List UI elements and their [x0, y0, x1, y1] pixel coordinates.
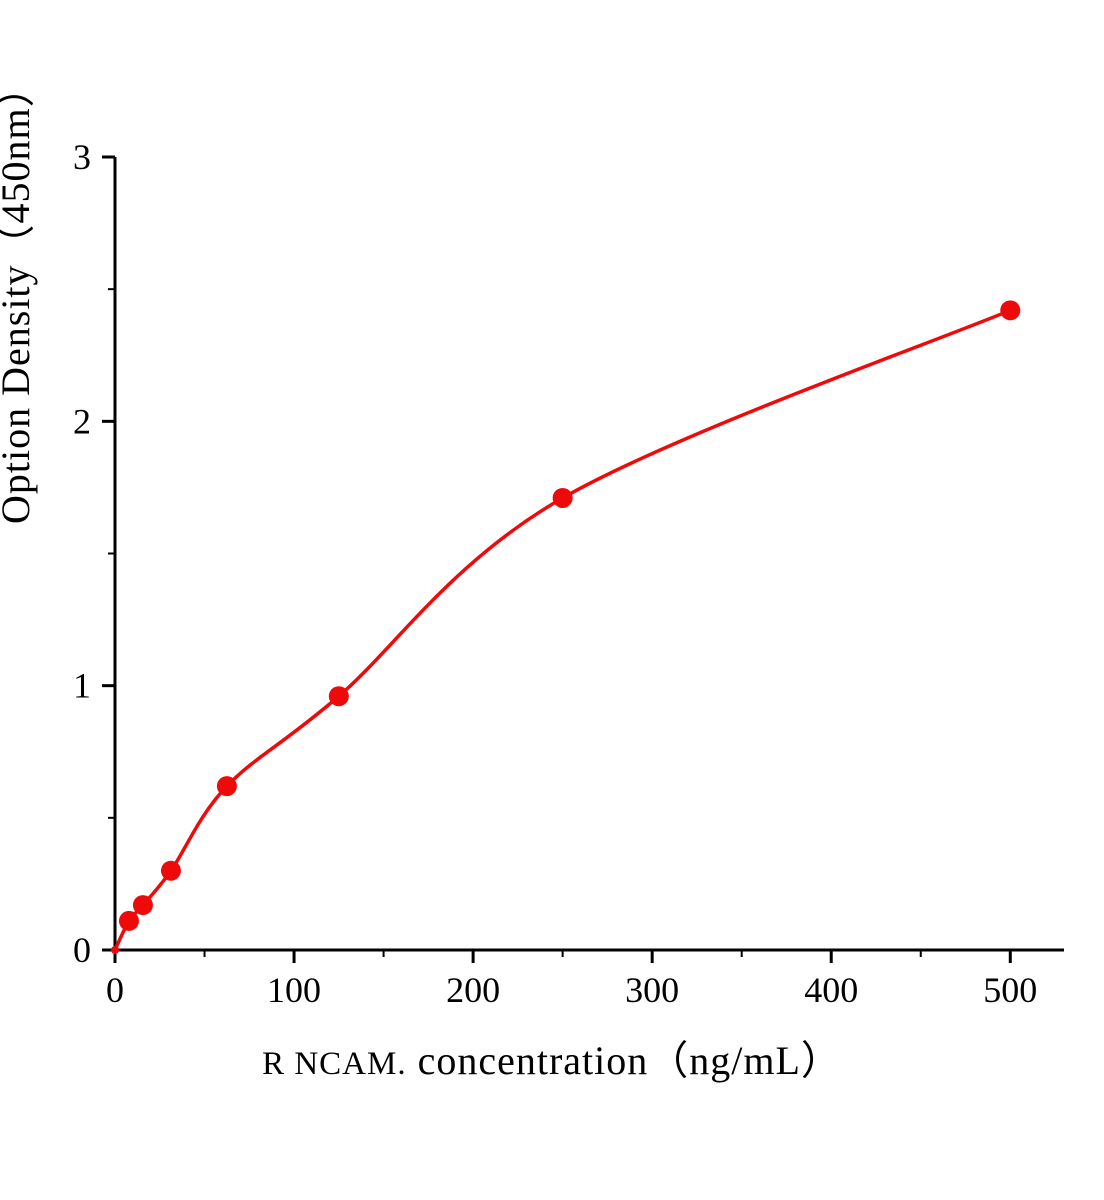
data-point-marker	[216, 776, 237, 797]
data-point-marker	[111, 946, 119, 954]
x-axis-label-unit: concentration（ng/mL）	[406, 1038, 842, 1083]
data-point-marker	[118, 910, 139, 931]
x-tick-label: 400	[804, 970, 858, 1010]
x-axis-label: R NCAM. concentration（ng/mL）	[0, 1028, 1104, 1086]
fitted-curve	[113, 308, 1013, 952]
x-tick-label: 200	[446, 970, 500, 1010]
data-point-marker	[552, 487, 573, 508]
x-tick-label: 100	[267, 970, 321, 1010]
y-tick-label: 0	[73, 930, 91, 970]
data-point-marker	[328, 686, 349, 707]
x-tick-label: 300	[625, 970, 679, 1010]
data-point-marker	[160, 860, 181, 881]
x-tick-label: 500	[983, 970, 1037, 1010]
y-tick-label: 2	[73, 401, 91, 441]
y-tick-label: 1	[73, 666, 91, 706]
x-axis-label-prefix: R NCAM.	[262, 1046, 407, 1082]
y-axis-label: Option Density（450nm）	[0, 66, 38, 524]
y-tick-label: 3	[73, 137, 91, 177]
x-tick-label: 0	[106, 970, 124, 1010]
data-point-marker	[1000, 300, 1021, 321]
data-point-marker	[132, 895, 153, 916]
